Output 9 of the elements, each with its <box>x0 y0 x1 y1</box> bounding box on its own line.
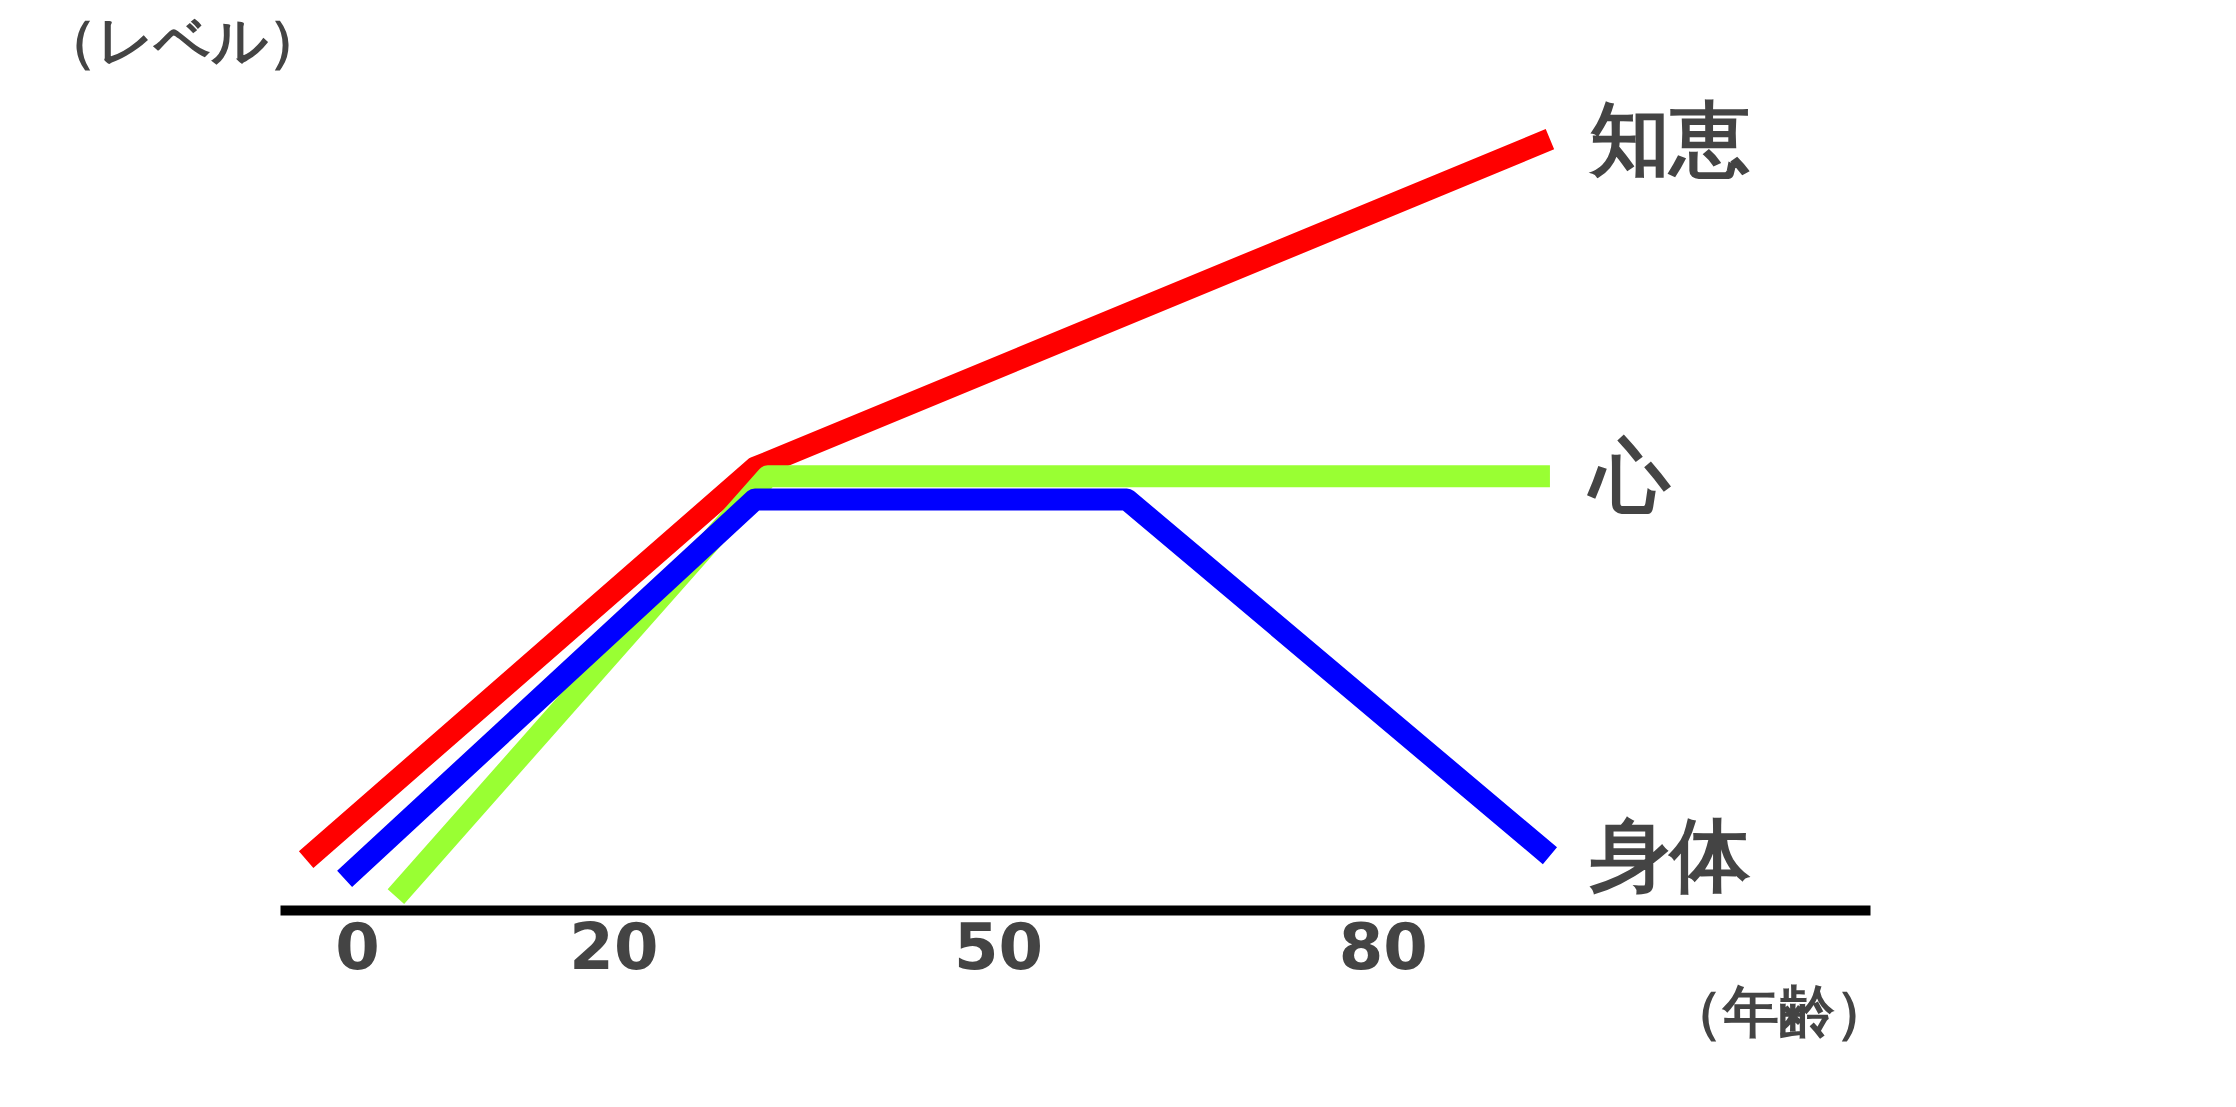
x-tick-label: 0 <box>335 909 380 984</box>
series-label: 心 <box>1586 429 1671 523</box>
x-axis-title: （年齢） <box>1666 978 1891 1044</box>
x-tick-label: 50 <box>954 909 1044 984</box>
x-tick-label: 80 <box>1338 909 1428 984</box>
series-label: 知恵 <box>1587 92 1750 186</box>
y-axis-title: （レベル） <box>40 7 324 73</box>
series-label: 身体 <box>1588 809 1751 903</box>
x-tick-label: 20 <box>569 909 659 984</box>
